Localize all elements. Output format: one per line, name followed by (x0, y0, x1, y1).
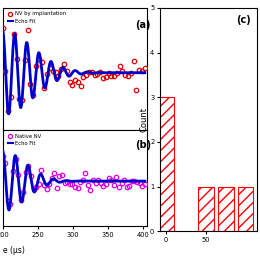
Bar (238, 187, 254, 231)
Text: (a): (a) (135, 20, 151, 30)
Legend: Native NV, Echo Fit: Native NV, Echo Fit (7, 133, 42, 147)
Y-axis label: Count: Count (140, 107, 149, 132)
Text: (c): (c) (236, 15, 251, 24)
Legend: NV by implantation, Echo Fit: NV by implantation, Echo Fit (7, 10, 67, 25)
Bar (218, 187, 234, 231)
Bar (198, 187, 214, 231)
Text: e (μs): e (μs) (3, 246, 24, 255)
Bar (158, 97, 174, 231)
Text: (b): (b) (135, 140, 152, 149)
